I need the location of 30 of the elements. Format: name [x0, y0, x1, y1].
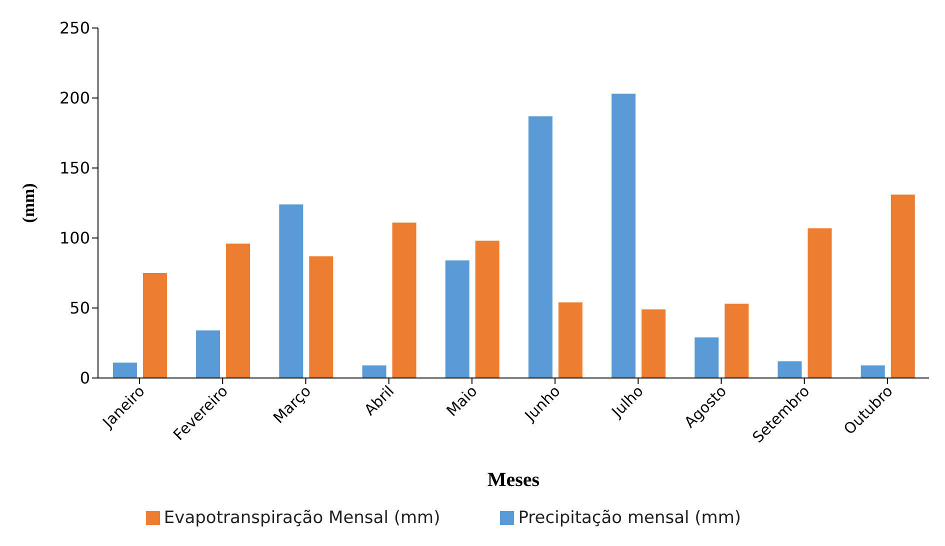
bar	[890, 194, 915, 378]
y-tick-label: 50	[70, 298, 90, 318]
bar	[475, 240, 500, 378]
bar	[860, 365, 885, 378]
bar	[309, 256, 334, 378]
y-axis-title: (mm)	[19, 183, 38, 223]
bar	[612, 94, 636, 378]
bar	[642, 309, 666, 378]
y-tick-label: 250	[59, 18, 90, 38]
y-tick-label: 150	[59, 158, 90, 178]
bar	[778, 361, 802, 378]
bar	[694, 337, 719, 378]
bar	[558, 302, 582, 378]
bar	[362, 365, 386, 378]
legend-label: Precipitação mensal (mm)	[518, 508, 742, 528]
y-tick-label: 0	[80, 368, 90, 388]
bar	[196, 330, 220, 378]
bar	[112, 362, 137, 378]
y-tick-label: 100	[59, 228, 90, 248]
bar	[142, 273, 167, 378]
legend-label: Evapotranspiração Mensal (mm)	[164, 508, 440, 528]
bar	[724, 304, 749, 378]
bar	[226, 244, 250, 378]
bar	[808, 228, 832, 378]
y-tick-label: 200	[59, 88, 90, 108]
bar	[528, 116, 552, 378]
bar	[445, 260, 470, 378]
bar	[279, 204, 304, 378]
x-axis-title: Meses	[487, 469, 540, 491]
bar	[392, 222, 416, 378]
